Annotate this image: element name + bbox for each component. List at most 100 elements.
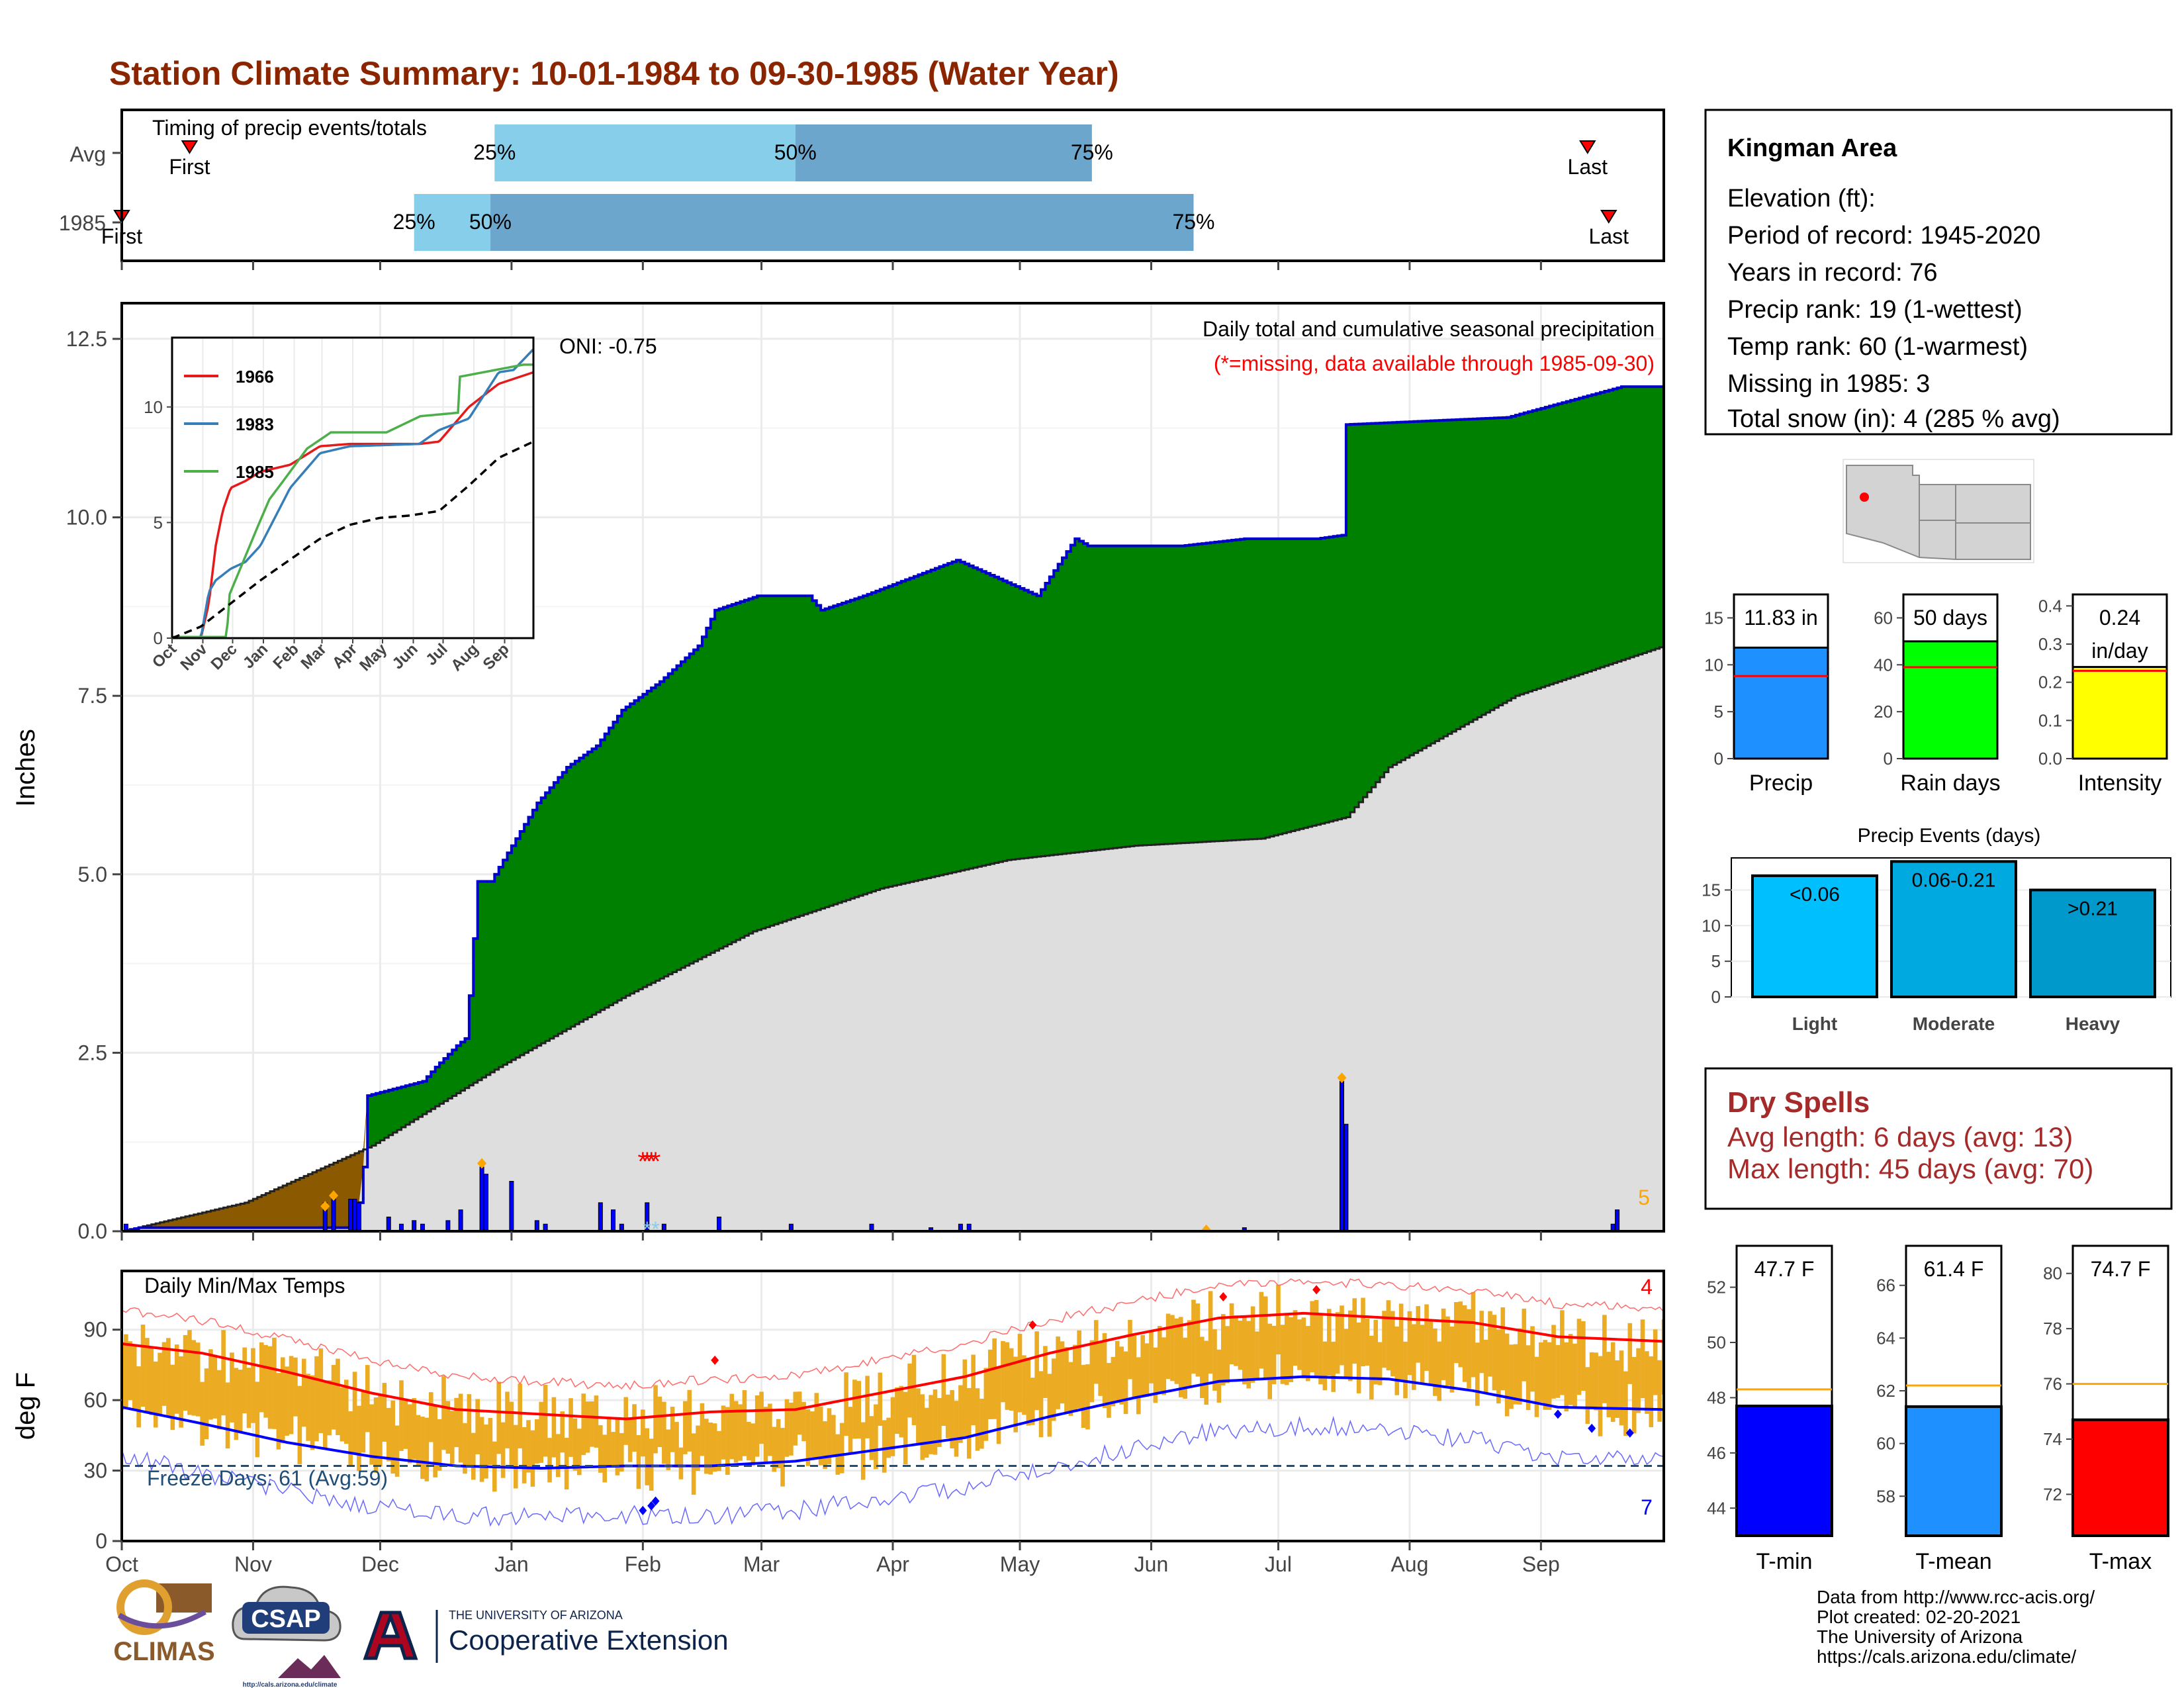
daily-temp-bar	[874, 1404, 878, 1470]
daily-precip-bar	[1340, 1081, 1345, 1231]
daily-temp-bar	[1072, 1344, 1077, 1411]
daily-temp-bar	[124, 1334, 128, 1407]
missing-low-marker: *	[651, 1217, 659, 1241]
daily-temp-bar	[1483, 1339, 1488, 1393]
daily-temp-bar	[729, 1393, 735, 1460]
month-tick-label: Feb	[625, 1552, 661, 1576]
main-ytick-label: 7.5	[78, 684, 107, 708]
month-tick-label: Apr	[876, 1552, 909, 1576]
station-info-line: Total snow (in): 4 (285 % avg)	[1727, 405, 2060, 433]
timing-row-avg-label: Avg	[69, 142, 106, 166]
record-low-marker	[647, 1501, 656, 1511]
ua-a-mark	[363, 1611, 418, 1660]
timing-p75-label: 75%	[1172, 210, 1214, 234]
page-title: Station Climate Summary: 10-01-1984 to 0…	[109, 55, 1119, 92]
snow-marker	[320, 1201, 330, 1212]
daily-temp-bar	[1352, 1298, 1357, 1364]
daily-temp-bar	[594, 1395, 599, 1448]
record-high-marker	[1028, 1320, 1037, 1330]
temp-bar	[1735, 1404, 1833, 1538]
daily-temp-bar	[1394, 1326, 1400, 1395]
daily-temp-bar	[403, 1398, 408, 1449]
main-ytick-label: 2.5	[78, 1041, 107, 1064]
daily-temp-bar	[1111, 1356, 1116, 1407]
daily-temp-bar	[310, 1375, 315, 1450]
climas-logo-sun	[116, 1579, 172, 1635]
missing-marker: *	[642, 1147, 653, 1176]
record-high-line	[122, 1278, 1664, 1390]
daily-temp-bar	[200, 1382, 205, 1446]
daily-temp-bar	[839, 1423, 844, 1474]
daily-temp-bar	[1522, 1308, 1527, 1382]
daily-temp-bar	[1576, 1319, 1582, 1395]
daily-temp-bar	[1530, 1326, 1535, 1392]
daily-temp-bar	[966, 1387, 972, 1459]
daily-temp-bar	[662, 1401, 666, 1464]
daily-temp-bar	[1107, 1362, 1111, 1418]
temp-bar-ytick-label: 46	[1707, 1443, 1726, 1463]
daily-temp-bar	[289, 1356, 294, 1434]
daily-temp-bar	[336, 1358, 340, 1436]
temp-ylabel: deg F	[11, 1372, 40, 1440]
record-high-count: 4	[1641, 1275, 1653, 1299]
summary-bar	[2071, 666, 2168, 760]
summary-bar-ytick-label: 0	[1884, 749, 1893, 769]
daily-temp-bar	[856, 1381, 862, 1439]
daily-temp-bar	[1361, 1297, 1365, 1367]
daily-temp-bar	[488, 1418, 493, 1465]
month-tick-label: Sep	[1522, 1552, 1560, 1576]
record-low-marker	[651, 1496, 660, 1506]
daily-temp-bar	[564, 1438, 569, 1490]
oni-label: ONI: -0.75	[559, 334, 657, 358]
daily-temp-bar	[818, 1406, 823, 1466]
daily-temp-bar	[666, 1429, 671, 1470]
daily-temp-bar	[882, 1420, 887, 1473]
daily-temp-bar	[903, 1391, 908, 1465]
daily-temp-bar	[267, 1346, 273, 1429]
daily-temp-bar	[1539, 1342, 1543, 1403]
daily-temp-bar	[1026, 1358, 1031, 1426]
daily-temp-bar	[1047, 1374, 1052, 1437]
daily-temp-bar	[801, 1401, 806, 1442]
daily-temp-bar	[1449, 1326, 1455, 1393]
daily-temp-bar	[751, 1423, 756, 1466]
summary-bar-ytick-label: 0.3	[2038, 634, 2062, 654]
daily-precip-bar	[356, 1202, 361, 1231]
daily-temp-bar	[670, 1407, 675, 1452]
daily-temp-bar	[899, 1385, 904, 1438]
daily-temp-bar	[1640, 1319, 1645, 1399]
temp-bar-value: 61.4 F	[1924, 1257, 1984, 1281]
daily-temp-bar	[1475, 1342, 1480, 1406]
daily-temp-bar	[475, 1399, 480, 1454]
daily-temp-bar	[1255, 1331, 1259, 1379]
temp-bar-ytick-label: 52	[1707, 1278, 1726, 1297]
daily-precip-bar	[331, 1195, 336, 1231]
daily-temp-bar	[1513, 1344, 1518, 1405]
daily-temp-bar	[1390, 1311, 1395, 1377]
daily-temp-bar	[1373, 1319, 1379, 1385]
daily-temp-bar	[378, 1393, 383, 1467]
daily-temp-bar	[611, 1432, 615, 1466]
timing-last-label: Last	[1568, 155, 1608, 179]
daily-precip-bar	[386, 1216, 391, 1231]
daily-temp-bar	[132, 1344, 137, 1410]
daily-temp-bar	[1017, 1333, 1023, 1413]
daily-temp-bar	[547, 1438, 552, 1483]
daily-temp-bar	[577, 1429, 582, 1476]
daily-temp-bar	[1534, 1356, 1539, 1417]
record-low-line	[122, 1415, 1664, 1527]
daily-temp-bar	[1458, 1301, 1463, 1368]
station-info-box: Kingman Area Elevation (ft): Period of r…	[1704, 109, 2173, 436]
daily-temp-bar	[657, 1396, 662, 1448]
daily-temp-bar	[221, 1330, 226, 1416]
summary-bar-label: Rain days	[1900, 771, 2000, 796]
timing-row-1985-label: 1985	[59, 211, 106, 235]
snow-marker	[329, 1190, 339, 1201]
daily-temp-bar	[230, 1352, 234, 1423]
daily-temp-bar	[1068, 1362, 1073, 1416]
daily-temp-bar	[1178, 1317, 1183, 1397]
daily-temp-bar	[1416, 1306, 1421, 1363]
csap-url: http://cals.arizona.edu/climate	[243, 1681, 338, 1688]
daily-temp-bar	[1132, 1335, 1137, 1399]
inset-ytick-label: 5	[154, 512, 163, 532]
